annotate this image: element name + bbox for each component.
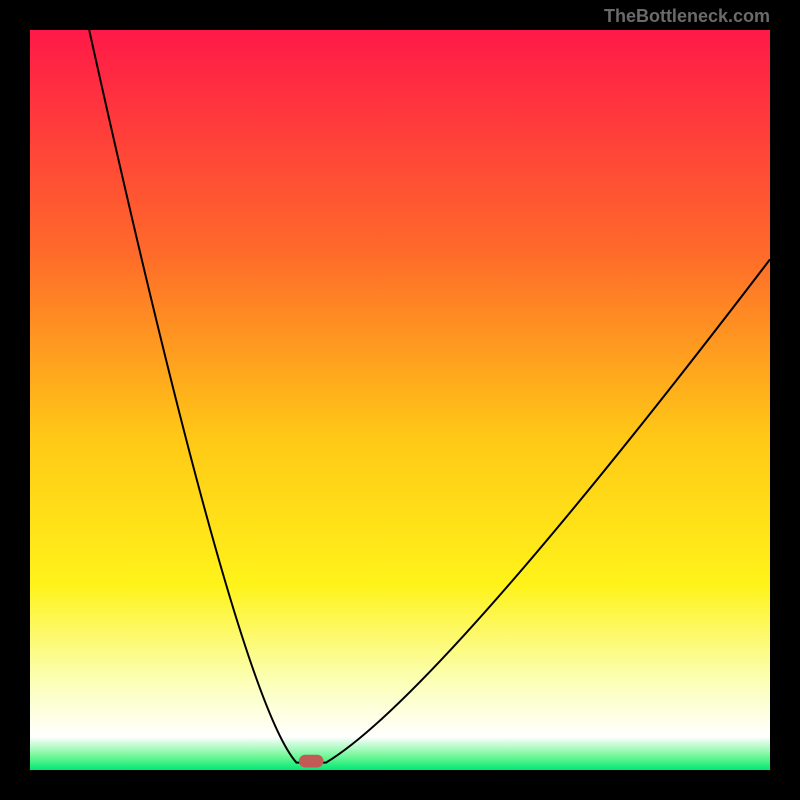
bottleneck-curve-chart	[30, 30, 770, 770]
plot-background	[30, 30, 770, 770]
chart-outer-frame: TheBottleneck.com	[0, 0, 800, 800]
optimal-point-marker	[299, 755, 323, 767]
watermark-text: TheBottleneck.com	[604, 6, 770, 27]
